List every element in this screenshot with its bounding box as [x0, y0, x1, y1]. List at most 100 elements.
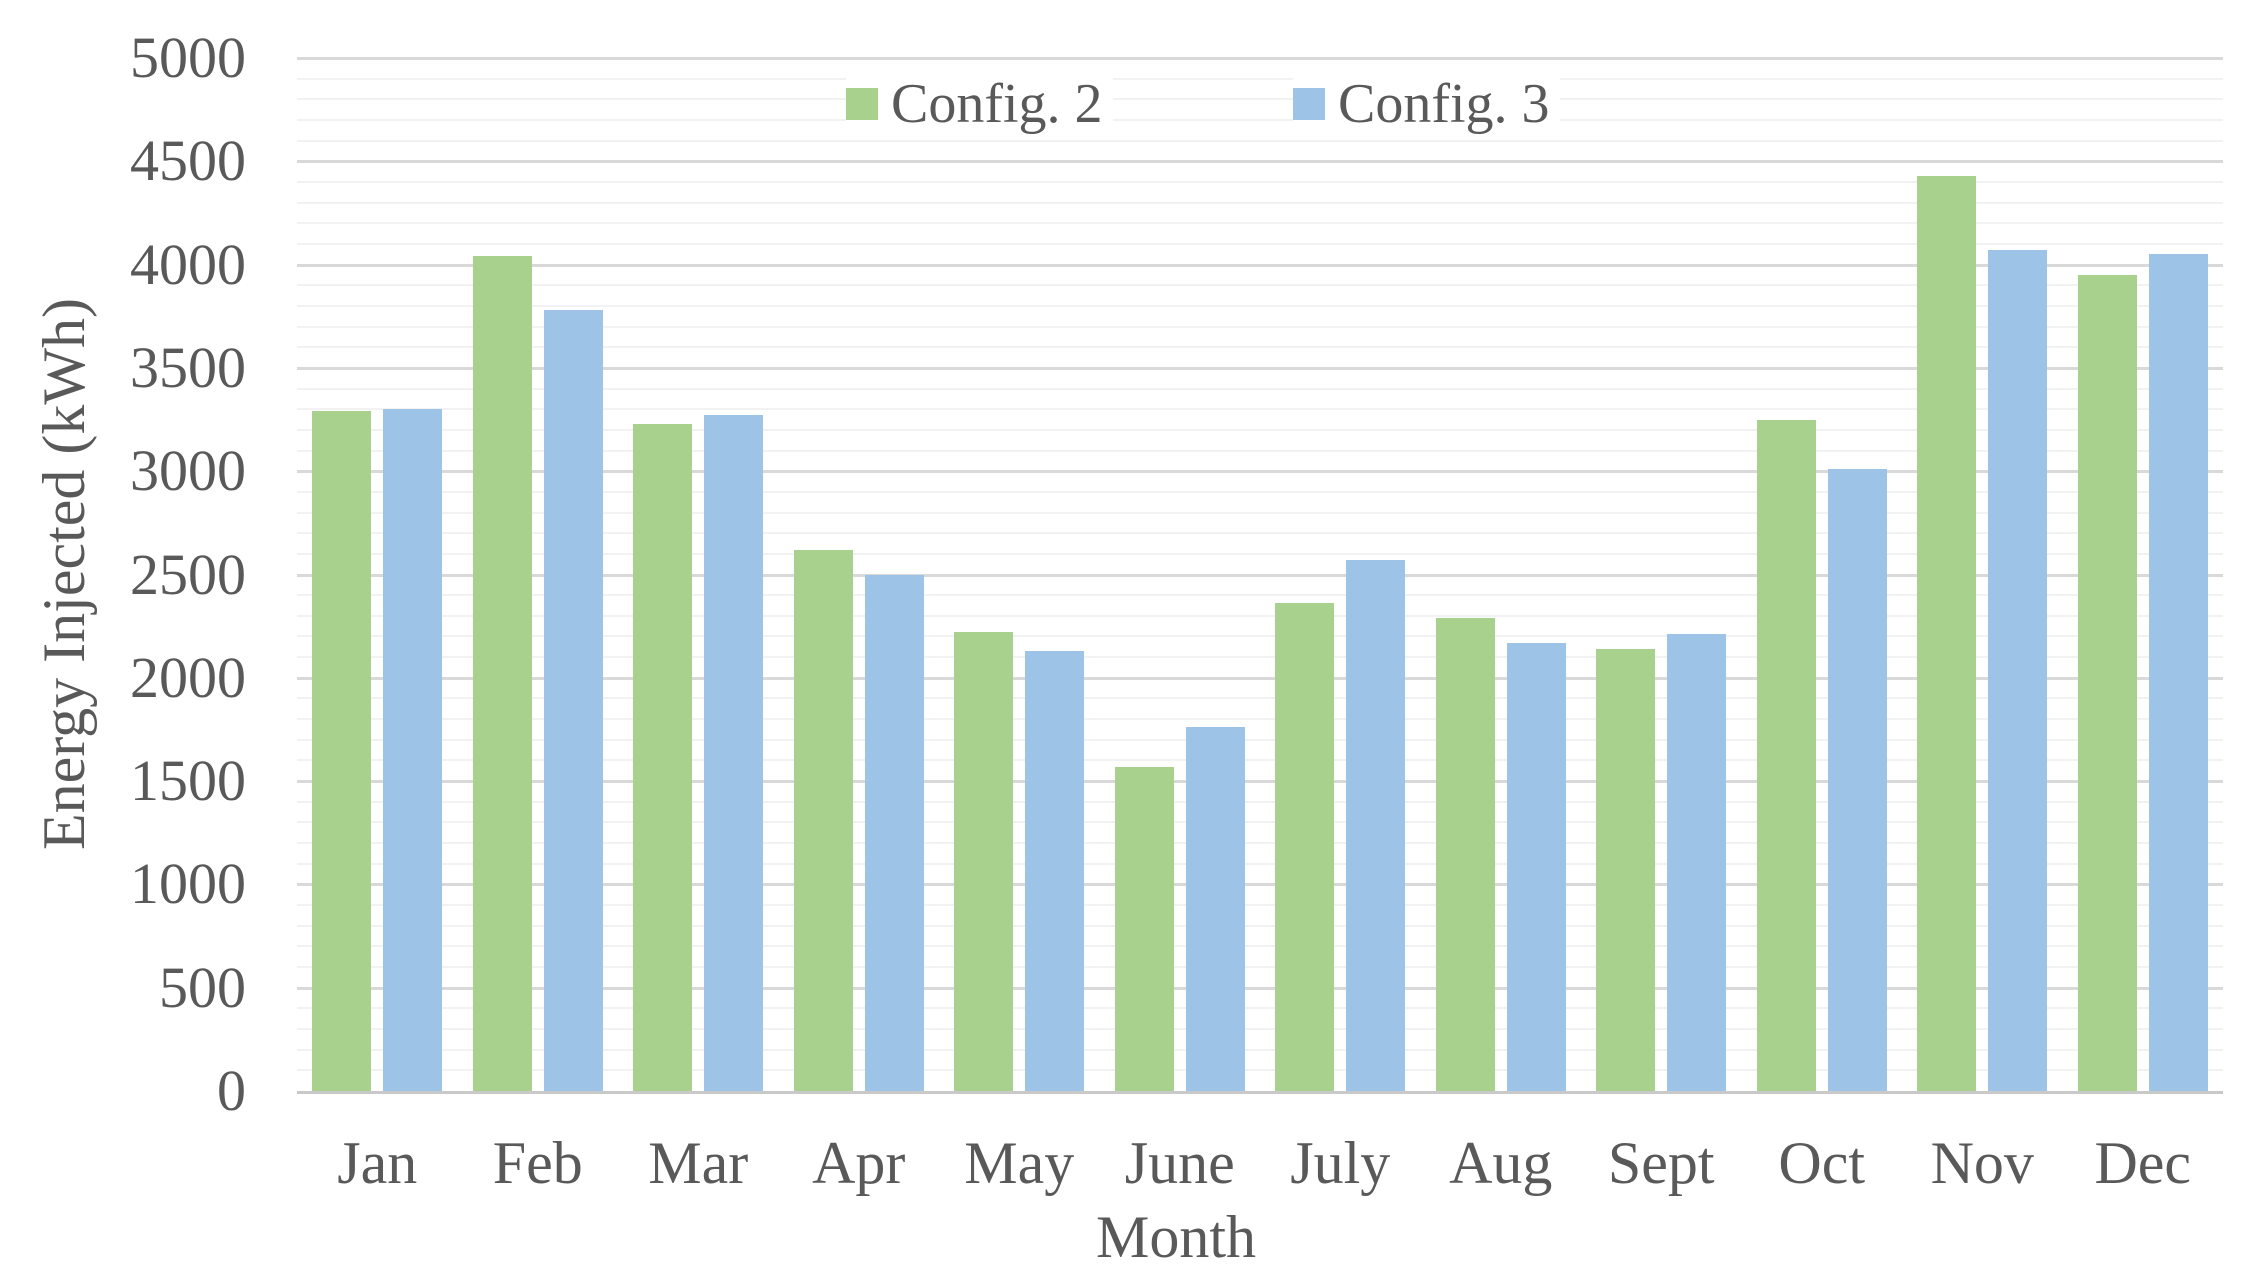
major-gridline	[297, 676, 2223, 680]
y-tick-label: 2500	[130, 541, 246, 607]
legend-item-config2: Config. 2	[846, 72, 1113, 136]
x-tick-label-july: July	[1290, 1130, 1391, 1196]
y-tick-label: 0	[217, 1058, 246, 1123]
bar-config3-jan	[383, 409, 443, 1091]
minor-gridline	[297, 635, 2223, 638]
minor-gridline	[297, 490, 2223, 493]
bar-config2-nov	[1917, 175, 1977, 1091]
minor-gridline	[297, 552, 2223, 555]
major-gridline	[297, 57, 2223, 60]
x-tick-label-apr: Apr	[812, 1130, 906, 1196]
major-gridline	[297, 780, 2223, 784]
major-gridline	[297, 883, 2223, 887]
major-gridline	[297, 470, 2223, 474]
minor-gridline	[297, 201, 2223, 204]
minor-gridline	[297, 656, 2223, 659]
x-tick-label-nov: Nov	[1930, 1130, 2034, 1196]
minor-gridline	[297, 966, 2223, 969]
minor-gridline	[297, 759, 2223, 762]
minor-gridline	[297, 862, 2223, 865]
minor-gridline	[297, 387, 2223, 390]
minor-gridline	[297, 284, 2223, 287]
bar-config3-dec	[2148, 254, 2208, 1091]
x-tick-label-june: June	[1124, 1130, 1235, 1196]
minor-gridline	[297, 1028, 2223, 1031]
minor-gridline	[297, 139, 2223, 142]
bar-config2-oct	[1756, 419, 1816, 1091]
y-tick-label: 3500	[130, 334, 246, 400]
x-tick-label-mar: Mar	[648, 1130, 749, 1196]
minor-gridline	[297, 594, 2223, 597]
minor-gridline	[297, 697, 2223, 700]
y-tick-label: 5000	[130, 25, 246, 90]
y-tick-label: 4500	[130, 128, 246, 194]
minor-gridline	[297, 1048, 2223, 1051]
major-gridline	[297, 263, 2223, 267]
x-tick-label-jan: Jan	[337, 1130, 418, 1196]
minor-gridline	[297, 738, 2223, 741]
minor-gridline	[297, 346, 2223, 349]
bar-config2-sept	[1596, 648, 1656, 1091]
y-tick-label: 3000	[130, 438, 246, 504]
major-gridline	[297, 573, 2223, 577]
minor-gridline	[297, 77, 2223, 80]
minor-gridline	[297, 511, 2223, 514]
bar-config2-apr	[793, 549, 853, 1091]
minor-gridline	[297, 945, 2223, 948]
bar-config3-nov	[1988, 250, 2048, 1091]
bar-config2-may	[954, 632, 1014, 1091]
minor-gridline	[297, 325, 2223, 328]
bar-config3-july	[1346, 560, 1406, 1091]
minor-gridline	[297, 614, 2223, 617]
bar-config3-oct	[1827, 469, 1887, 1091]
minor-gridline	[297, 821, 2223, 824]
major-gridline	[297, 366, 2223, 370]
bar-config2-june	[1114, 766, 1174, 1091]
minor-gridline	[297, 449, 2223, 452]
bar-config3-mar	[704, 415, 764, 1091]
x-tick-label-sept: Sept	[1607, 1130, 1715, 1196]
y-tick-label: 500	[159, 954, 246, 1020]
y-tick-label: 1000	[130, 851, 246, 917]
x-tick-label-dec: Dec	[2094, 1130, 2192, 1196]
bar-config3-apr	[864, 574, 924, 1091]
x-tick-label-feb: Feb	[492, 1130, 583, 1196]
minor-gridline	[297, 242, 2223, 245]
bar-config2-july	[1275, 603, 1335, 1091]
minor-gridline	[297, 842, 2223, 845]
legend-item-config3: Config. 3	[1293, 72, 1560, 136]
minor-gridline	[297, 1069, 2223, 1072]
plot-area	[297, 57, 2223, 1094]
bar-config2-feb	[472, 256, 532, 1091]
x-axis-title: Month	[1095, 1204, 1257, 1270]
major-gridline	[297, 160, 2223, 164]
bar-config3-june	[1185, 727, 1245, 1091]
bar-config2-jan	[312, 411, 372, 1091]
x-tick-label-may: May	[964, 1130, 1075, 1196]
minor-gridline	[297, 118, 2223, 121]
minor-gridline	[297, 428, 2223, 431]
minor-gridline	[297, 180, 2223, 183]
bar-config3-feb	[543, 310, 603, 1091]
legend-swatch-config2-icon	[846, 88, 878, 120]
x-tick-label-oct: Oct	[1778, 1130, 1866, 1196]
minor-gridline	[297, 1007, 2223, 1010]
minor-gridline	[297, 304, 2223, 307]
y-tick-label: 1500	[130, 748, 246, 814]
minor-gridline	[297, 800, 2223, 803]
legend-label-config3: Config. 3	[1338, 73, 1550, 135]
bar-config2-aug	[1435, 617, 1495, 1091]
major-gridline	[297, 986, 2223, 990]
legend-label-config2: Config. 2	[891, 73, 1103, 135]
x-tick-label-aug: Aug	[1449, 1130, 1553, 1196]
minor-gridline	[297, 408, 2223, 411]
bar-config2-dec	[2077, 274, 2137, 1091]
y-tick-label: 4000	[130, 231, 246, 297]
minor-gridline	[297, 718, 2223, 721]
bar-config3-aug	[1506, 642, 1566, 1091]
bar-config3-may	[1025, 650, 1085, 1091]
y-tick-label: 2000	[130, 644, 246, 710]
minor-gridline	[297, 904, 2223, 907]
minor-gridline	[297, 532, 2223, 535]
